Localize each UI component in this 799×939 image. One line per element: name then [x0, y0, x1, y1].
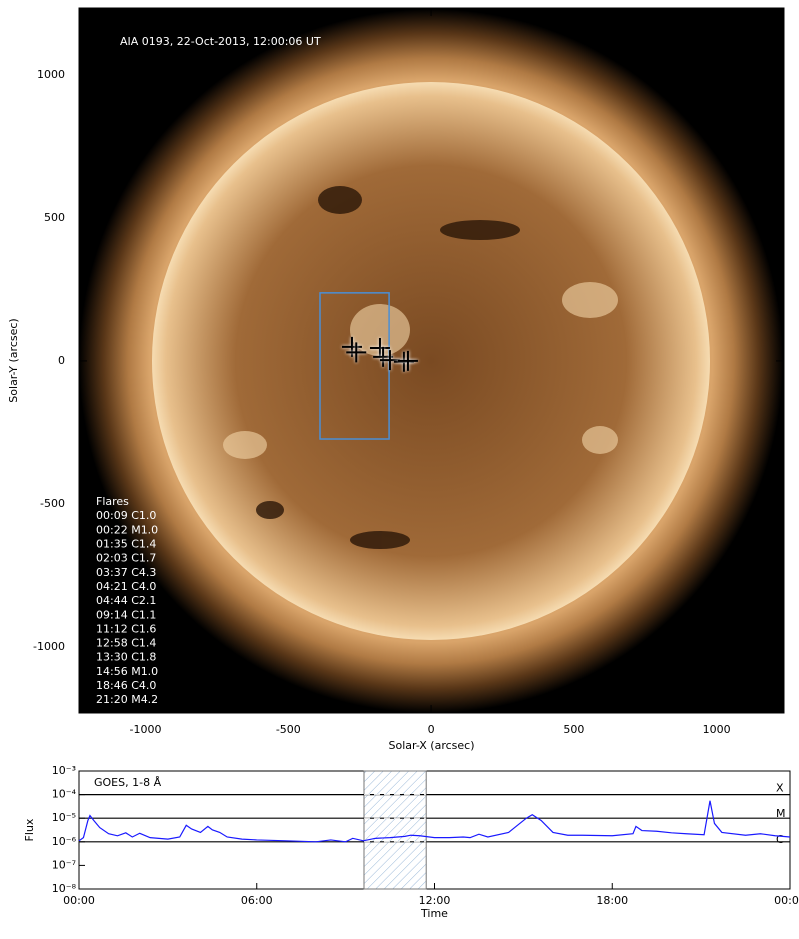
y-tick-label: 1000 [37, 68, 65, 81]
bottom-frame [78, 770, 791, 890]
legend-label: GOES, 1-8 Å [94, 776, 162, 789]
x-tick-label: 06:00 [241, 894, 273, 907]
legend-entry: 00:09 C1.0 [96, 509, 156, 522]
solar-panel [79, 8, 784, 713]
legend-entry: 00:22 M1.0 [96, 523, 158, 536]
flare-marker [379, 350, 400, 371]
legend-entry: 14:56 M1.0 [96, 665, 158, 678]
x-tick-label: 18:00 [596, 894, 628, 907]
level-label: M [776, 807, 786, 820]
x-tick-label: 500 [563, 723, 584, 736]
y-tick-label: 10⁻⁷ [52, 858, 76, 871]
legend-entry: 11:12 C1.6 [96, 622, 156, 635]
y-axis-label: Solar-Y (arcsec) [7, 318, 20, 402]
y-tick-label: 10⁻⁸ [52, 882, 77, 895]
active-regions [223, 282, 618, 459]
annotation: AIA 0193, 22-Oct-2013, 12:00:06 UT [120, 35, 321, 48]
x-axis-label: Time [420, 907, 448, 920]
legend-entry: 09:14 C1.1 [96, 608, 156, 621]
legend-entry: 04:44 C2.1 [96, 594, 156, 607]
y-tick-label: -1000 [33, 640, 65, 653]
x-tick-label: -1000 [130, 723, 162, 736]
x-tick-label: 00:00 [63, 894, 95, 907]
flare-marker [369, 338, 390, 359]
x-axis-label: Solar-X (arcsec) [389, 739, 475, 752]
legend-entry: 18:46 C4.0 [96, 679, 156, 692]
x-tick-label: 00:00 [774, 894, 799, 907]
legend-entry: 12:58 C1.4 [96, 637, 156, 650]
flux-line [78, 800, 791, 843]
level-label: C [776, 833, 784, 846]
y-tick-label: 500 [44, 211, 65, 224]
y-tick-label: 10⁻³ [52, 764, 76, 777]
x-tick-label: 12:00 [419, 894, 451, 907]
flare-marker [346, 342, 367, 363]
flare-marker [397, 350, 418, 371]
y-tick-label: 10⁻⁴ [52, 788, 77, 801]
y-tick-label: 10⁻⁶ [52, 835, 77, 848]
legend-entry: 21:20 M4.2 [96, 693, 158, 706]
legend-entry: 01:35 C1.4 [96, 538, 156, 551]
legend-entry: 13:30 C1.8 [96, 651, 156, 664]
level-label: X [776, 782, 784, 795]
legend-entry: 04:21 C4.0 [96, 580, 156, 593]
legend-entry: 02:03 C1.7 [96, 552, 156, 565]
y-tick-label: 10⁻⁵ [52, 811, 76, 824]
x-tick-label: 1000 [703, 723, 731, 736]
y-tick-label: -500 [40, 497, 65, 510]
legend-entry: 03:37 C4.3 [96, 566, 156, 579]
legend-title: Flares [96, 495, 129, 508]
shaded-span [363, 770, 427, 890]
y-axis-label: Flux [23, 818, 36, 841]
coronal-holes [256, 186, 520, 549]
x-tick-label: 0 [428, 723, 435, 736]
x-tick-label: -500 [276, 723, 301, 736]
solar-disk [152, 82, 710, 640]
y-tick-label: 0 [58, 354, 65, 367]
